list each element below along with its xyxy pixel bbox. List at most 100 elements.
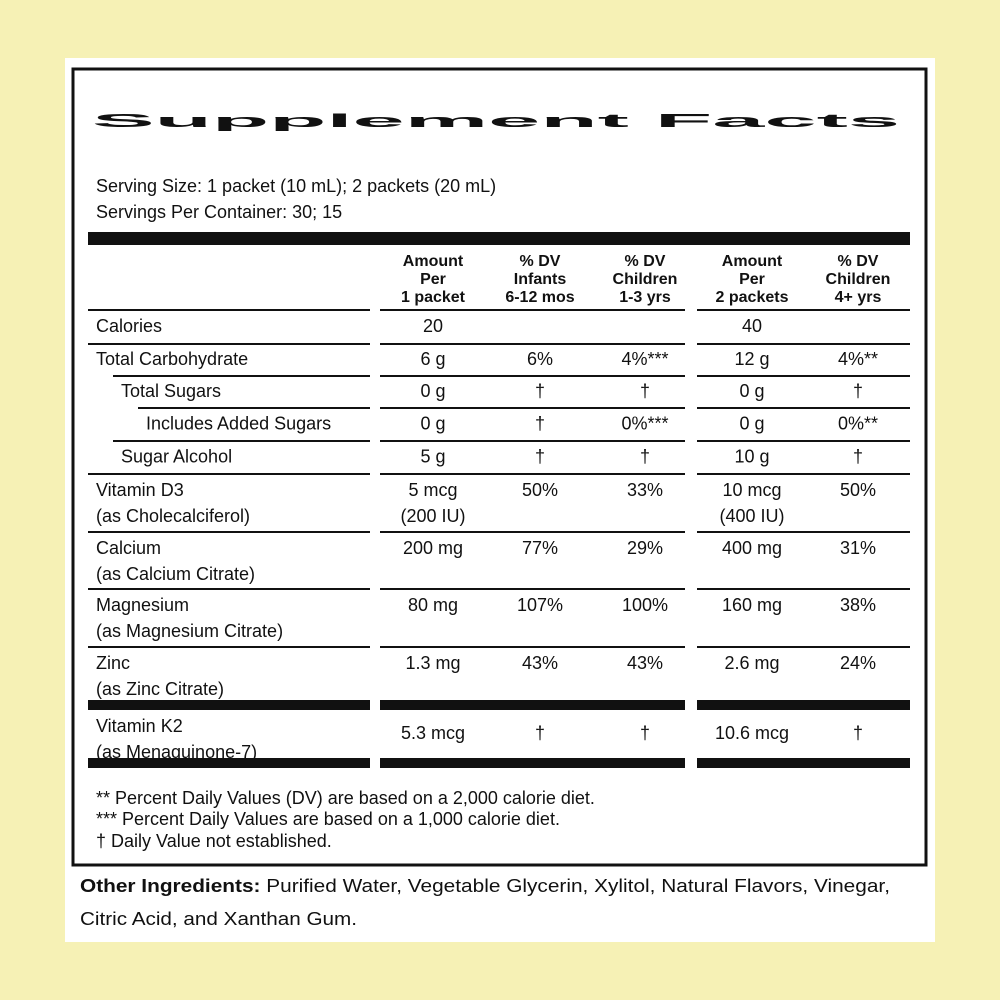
other-ingredients-label: Other Ingredients:	[80, 876, 260, 896]
nutrient-name: Calories	[96, 316, 162, 336]
nutrient-name: (as Magnesium Citrate)	[96, 621, 283, 641]
cell-value: 43%	[522, 653, 558, 673]
cell-value: †	[640, 446, 650, 466]
rule	[380, 440, 685, 442]
cell-value: 50%	[522, 480, 558, 500]
cell-value: 400 mg	[722, 538, 782, 558]
rule	[88, 531, 370, 533]
other-ingredients-text: Citric Acid, and Xanthan Gum.	[80, 909, 357, 929]
rule	[113, 375, 370, 377]
cell-value: 100%	[622, 595, 668, 615]
rule	[697, 343, 910, 345]
column-header: Per	[739, 271, 765, 288]
cell-value: 0 g	[739, 413, 764, 433]
cell-value: 80 mg	[408, 595, 458, 615]
rule	[697, 375, 910, 377]
cell-value: 10.6 mcg	[715, 723, 789, 743]
column-header: Infants	[514, 271, 567, 288]
rule	[380, 343, 685, 345]
rule	[88, 473, 370, 475]
cell-value: 5.3 mcg	[401, 723, 465, 743]
cell-value: 5 g	[420, 446, 445, 466]
cell-value: 29%	[627, 538, 663, 558]
rule	[697, 407, 910, 409]
rule	[88, 646, 370, 648]
rule	[380, 700, 685, 710]
cell-value: 50%	[840, 480, 876, 500]
nutrient-name: (as Zinc Citrate)	[96, 679, 224, 699]
rule	[380, 758, 685, 768]
cell-value: †	[853, 446, 863, 466]
cell-value: †	[640, 723, 650, 743]
cell-value: 0%***	[621, 413, 668, 433]
rule	[88, 343, 370, 345]
nutrient-name: Sugar Alcohol	[121, 446, 232, 466]
cell-value: 5 mcg	[408, 480, 457, 500]
cell-value: 200 mg	[403, 538, 463, 558]
cell-value: †	[640, 381, 650, 401]
cell-value: 4%**	[838, 349, 878, 369]
other-ingredients: Other Ingredients: Purified Water, Veget…	[80, 876, 890, 896]
nutrient-name: Vitamin D3	[96, 480, 184, 500]
column-header: 4+ yrs	[835, 289, 882, 306]
cell-value: 0%**	[838, 413, 878, 433]
rule	[697, 473, 910, 475]
servings-per-container: Servings Per Container: 30; 15	[96, 202, 342, 222]
rule	[380, 375, 685, 377]
cell-value: 0 g	[739, 381, 764, 401]
cell-value: 43%	[627, 653, 663, 673]
cell-value: 6 g	[420, 349, 445, 369]
cell-value: †	[535, 723, 545, 743]
column-header: Children	[826, 271, 891, 288]
cell-value: (200 IU)	[400, 506, 465, 526]
cell-value: †	[535, 446, 545, 466]
rule	[88, 758, 370, 768]
cell-value: 160 mg	[722, 595, 782, 615]
rule	[697, 646, 910, 648]
label-panel	[65, 58, 935, 942]
column-header: 1-3 yrs	[619, 289, 671, 306]
rule	[697, 758, 910, 768]
cell-value: †	[853, 723, 863, 743]
footnote: ** Percent Daily Values (DV) are based o…	[96, 788, 595, 808]
cell-value: 4%***	[621, 349, 668, 369]
nutrient-name: Zinc	[96, 653, 130, 673]
cell-value: 33%	[627, 480, 663, 500]
serving-size: Serving Size: 1 packet (10 mL); 2 packet…	[96, 176, 496, 196]
column-header: 1 packet	[401, 289, 466, 306]
nutrient-name: (as Cholecalciferol)	[96, 506, 250, 526]
title: Supplement Facts	[92, 111, 900, 131]
footnote: *** Percent Daily Values are based on a …	[96, 809, 560, 829]
rule	[697, 588, 910, 590]
column-header: Amount	[722, 253, 783, 270]
cell-value: †	[535, 413, 545, 433]
cell-value: 2.6 mg	[724, 653, 779, 673]
rule	[380, 646, 685, 648]
nutrient-name: Magnesium	[96, 595, 189, 615]
rule	[380, 588, 685, 590]
cell-value: 1.3 mg	[405, 653, 460, 673]
column-header: % DV	[838, 253, 879, 270]
thick-bar	[88, 232, 910, 245]
cell-value: 0 g	[420, 413, 445, 433]
facts-border	[71, 67, 928, 867]
cell-value: 107%	[517, 595, 563, 615]
rule	[113, 440, 370, 442]
nutrient-name: Total Sugars	[121, 381, 221, 401]
rule	[380, 407, 685, 409]
nutrient-name: Includes Added Sugars	[146, 413, 331, 433]
column-header: Children	[613, 271, 678, 288]
column-header: Per	[420, 271, 446, 288]
rule	[380, 309, 685, 311]
rule	[697, 309, 910, 311]
cell-value: †	[535, 381, 545, 401]
cell-value: 20	[423, 316, 443, 336]
rule	[380, 473, 685, 475]
cell-value: 0 g	[420, 381, 445, 401]
rule	[88, 588, 370, 590]
rule	[138, 407, 370, 409]
nutrient-name: (as Menaquinone-7)	[96, 742, 257, 762]
column-header: Amount	[403, 253, 464, 270]
column-header: 6-12 mos	[505, 289, 574, 306]
